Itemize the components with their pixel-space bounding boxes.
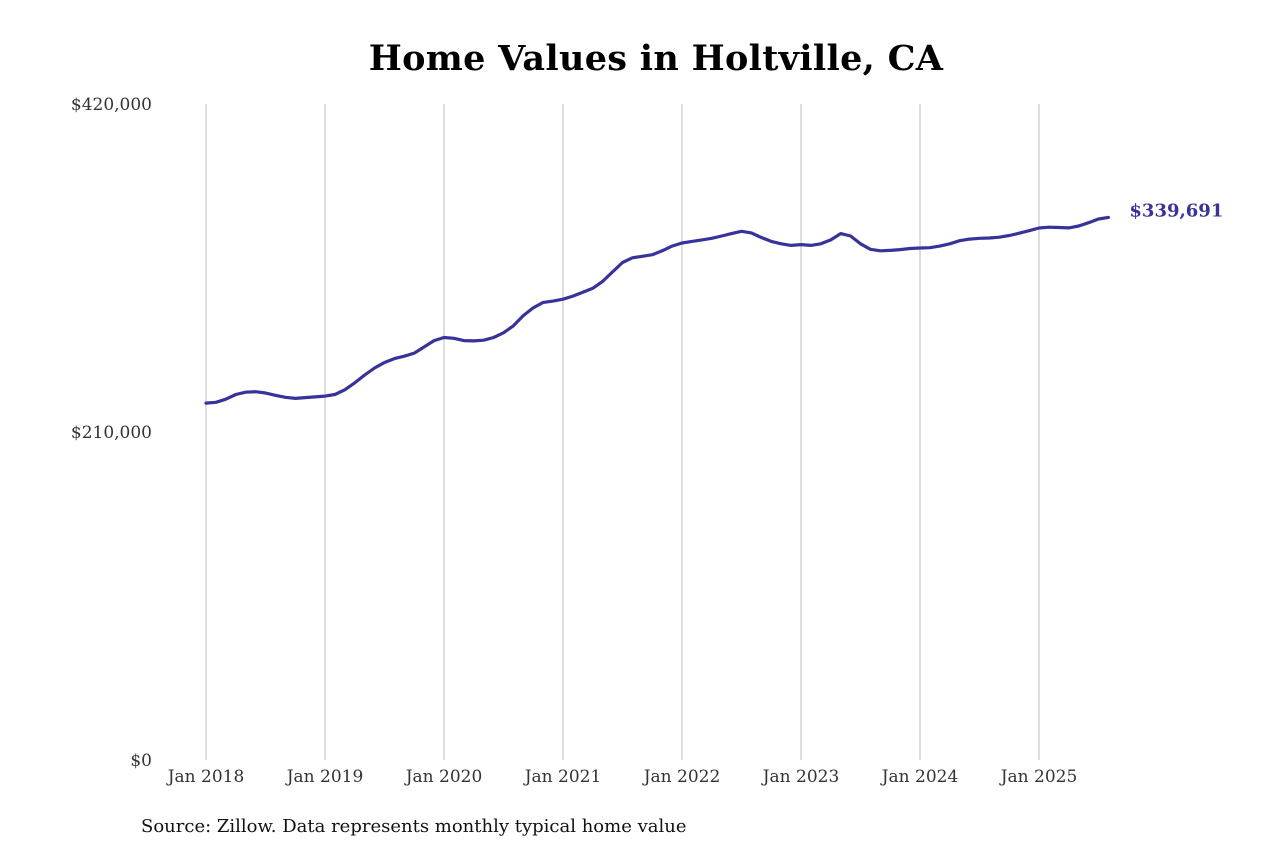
y-tick-label: $420,000 (71, 95, 152, 115)
x-tick-label: Jan 2022 (642, 767, 721, 787)
x-tick-label: Jan 2021 (523, 767, 602, 787)
y-tick-label: $210,000 (71, 423, 152, 443)
x-tick-label: Jan 2020 (404, 767, 483, 787)
chart-title: Home Values in Holtville, CA (368, 38, 944, 79)
end-value-label: $339,691 (1129, 200, 1223, 221)
source-note: Source: Zillow. Data represents monthly … (141, 816, 687, 837)
series-line (204, 215, 1110, 405)
end-label-layer: $339,691 (1129, 200, 1223, 221)
x-tick-label: Jan 2023 (761, 767, 840, 787)
gridlines (205, 104, 1040, 760)
y-axis-tick-labels: $0 $210,000 $420,000 (71, 95, 152, 771)
x-tick-label: Jan 2019 (285, 767, 364, 787)
series-line-layer (204, 215, 1110, 405)
x-tick-label: Jan 2025 (999, 767, 1078, 787)
y-tick-label: $0 (130, 751, 152, 771)
x-tick-label: Jan 2024 (880, 767, 959, 787)
x-tick-label: Jan 2018 (166, 767, 245, 787)
x-axis-tick-labels: Jan 2018 Jan 2019 Jan 2020 Jan 2021 Jan 2022… (166, 767, 1078, 787)
